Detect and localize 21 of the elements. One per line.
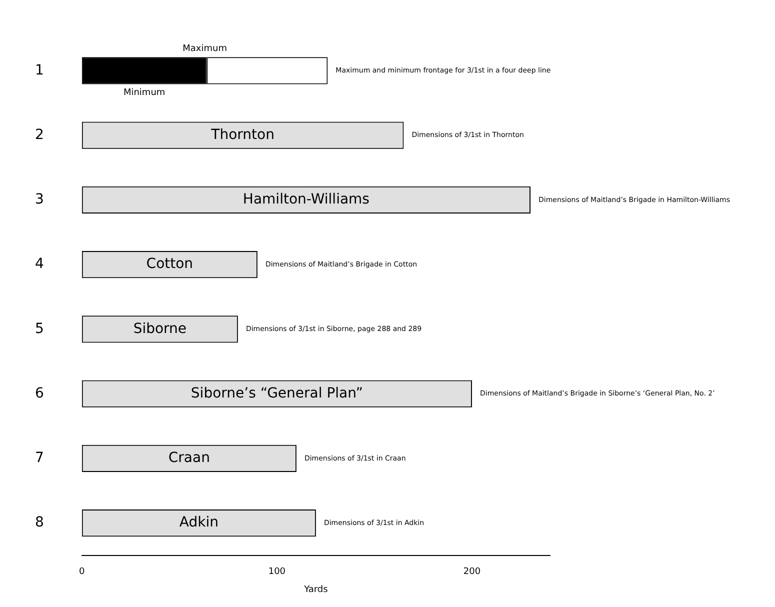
annotation: Craan [168,450,210,466]
annotation: Adkin [179,514,218,531]
x-tick-label: 200 [463,567,481,578]
annotation: Hamilton-Williams [242,192,370,208]
y-tick-label: 1 [34,62,44,78]
y-tick-label: 4 [34,256,44,272]
annotation: Siborne [133,320,187,337]
y-tick-label: 7 [34,450,44,466]
annotation: Minimum [123,88,166,98]
x-axis-title: Yards [303,584,328,595]
y-tick-label: 3 [34,192,44,208]
y-tick-label: 5 [34,320,44,337]
y-tick-label: 8 [34,514,44,531]
y-tick-label: 6 [34,385,44,402]
y-tick-label: 2 [34,126,44,143]
x-tick-label: 0 [79,567,86,578]
annotation: Thornton [210,126,274,143]
annotation: Maximum [182,44,227,54]
x-tick-label: 100 [268,567,286,578]
annotation: Cotton [146,256,194,272]
annotation: Siborne’s “General Plan” [190,385,363,402]
